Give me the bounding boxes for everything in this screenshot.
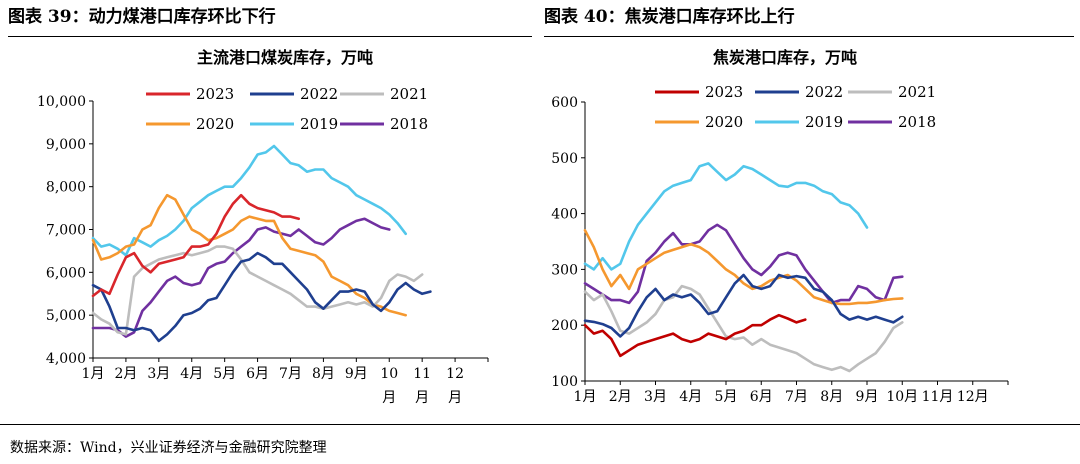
y-tick-label: 7,000 — [46, 223, 86, 239]
legend-label-2022: 2022 — [300, 85, 338, 103]
x-tick-label: 2月 — [114, 366, 137, 382]
x-tick-label: 1月 — [82, 366, 105, 382]
y-tick-label: 5,000 — [46, 308, 86, 324]
footer: 数据来源：Wind，兴业证券经济与金融研究院整理 — [0, 424, 1080, 464]
y-tick-label: 4,000 — [46, 351, 86, 367]
series-line-2019 — [583, 162, 869, 271]
series-line-2023 — [91, 193, 300, 298]
x-tick-label: 5月 — [715, 389, 738, 405]
x-tick-label: 12月 — [957, 389, 989, 405]
x-tick-label: 6月 — [246, 366, 269, 382]
series-line-2020 — [583, 229, 904, 306]
legend-label-2021: 2021 — [898, 83, 936, 101]
series-line-2022 — [91, 251, 432, 343]
x-tick-label: 4月 — [180, 366, 203, 382]
legend-label-2022: 2022 — [805, 83, 843, 101]
y-tick-label: 6,000 — [46, 265, 86, 281]
x-tick-label: 9月 — [345, 366, 368, 382]
y-tick-label: 200 — [551, 318, 578, 334]
legend-label-2018: 2018 — [898, 113, 936, 131]
x-tick-label: 1月 — [574, 389, 597, 405]
legend-label-2019: 2019 — [300, 115, 338, 133]
legend-label-2020: 2020 — [705, 113, 743, 131]
x-tick-label: 11月 — [922, 389, 954, 405]
series-line-2021 — [91, 245, 424, 336]
coke-chart-svg: 焦炭港口库存，万吨 100 200 300 400 500 600 1月 2月 3月 4月 5月 6月 7… — [551, 48, 1009, 405]
x-tick-label: 3月 — [147, 366, 170, 382]
x-tick-label: 2月 — [609, 389, 632, 405]
x-tick-label: 4月 — [679, 389, 702, 405]
figure-39-heading: 图表 39：动力煤港口库存环比下行 — [8, 0, 532, 37]
y-tick-label: 100 — [551, 374, 578, 390]
series-line-2021 — [583, 284, 904, 373]
x-tick-label: 7月 — [785, 389, 808, 405]
series-line-2018 — [583, 223, 904, 305]
x-tick-label: 8月 — [312, 366, 335, 382]
series-line-2022 — [583, 273, 904, 338]
x-tick-label: 9月 — [856, 389, 879, 405]
x-tick-label: 6月 — [750, 389, 773, 405]
x-tick-label: 5月 — [213, 366, 236, 382]
thermal-coal-port-inventory-chart: 主流港口煤炭库存，万吨 4,000 5,000 6,000 7,000 8,000 9,00… — [0, 40, 540, 420]
x-tick-label: 3月 — [644, 389, 667, 405]
y-tick-label: 400 — [551, 207, 578, 223]
y-tick-label: 9,000 — [46, 137, 86, 153]
series-line-2019 — [91, 144, 407, 257]
series-line-2020 — [91, 193, 407, 317]
y-tick-label: 500 — [551, 151, 578, 167]
figure-40-heading: 图表 40：焦炭港口库存环比上行 — [544, 0, 1074, 37]
chart-title: 焦炭港口库存，万吨 — [712, 48, 857, 67]
coke-port-inventory-chart: 焦炭港口库存，万吨 100 200 300 400 500 600 1月 2月 3月 4月 5月 6月 7… — [540, 40, 1080, 420]
legend-label-2019: 2019 — [805, 113, 843, 131]
y-tick-label: 8,000 — [46, 180, 86, 196]
y-tick-label: 10,000 — [37, 94, 86, 110]
x-tick-label: 8月 — [820, 389, 843, 405]
series-line-2023 — [583, 313, 807, 358]
legend-label-2021: 2021 — [390, 85, 428, 103]
chart-title: 主流港口煤炭库存，万吨 — [197, 48, 373, 67]
y-tick-label: 600 — [551, 95, 578, 111]
thermal-coal-chart-svg: 主流港口煤炭库存，万吨 4,000 5,000 6,000 7,000 8,000 9,00… — [37, 48, 489, 406]
legend-label-2023: 2023 — [196, 85, 234, 103]
data-source-note: 数据来源：Wind，兴业证券经济与金融研究院整理 — [10, 440, 327, 456]
series-line-2018 — [91, 217, 391, 338]
legend-label-2018: 2018 — [390, 115, 428, 133]
legend-label-2023: 2023 — [705, 83, 743, 101]
legend-label-2020: 2020 — [196, 115, 234, 133]
x-tick-label: 10月 — [886, 389, 918, 405]
x-tick-label: 7月 — [279, 366, 302, 382]
y-tick-label: 300 — [551, 262, 578, 278]
